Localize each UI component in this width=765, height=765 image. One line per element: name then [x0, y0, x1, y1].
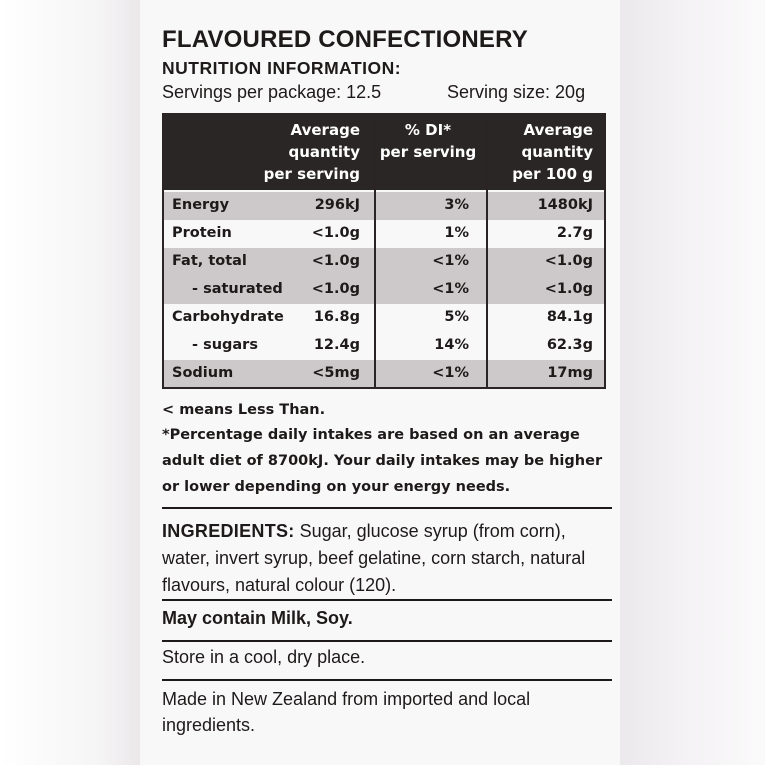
avg-per-serving: <1.0g: [311, 225, 360, 241]
allergen-statement: May contain Milk, Soy.: [162, 608, 353, 628]
storage-instructions: Store in a cool, dry place.: [162, 647, 366, 667]
column-divider: [374, 115, 376, 387]
di-per-serving: 14%: [434, 337, 469, 353]
header-avg-per-serving: Average quantity per serving: [263, 121, 360, 183]
nutrient-name: - sugars: [192, 337, 258, 353]
table-row-protein: Protein <1.0g 1% 2.7g: [164, 220, 604, 248]
avg-per-serving: 12.4g: [313, 337, 360, 353]
table-row-sodium: Sodium <5mg <1% 17mg: [164, 360, 604, 387]
table-row-fat-total: Fat, total <1.0g <1% <1.0g: [164, 248, 604, 276]
packaging-left-background: [0, 0, 140, 765]
table-row-energy: Energy 296kJ 3% 1480kJ: [164, 192, 604, 220]
di-per-serving: 1%: [444, 225, 469, 241]
less-than-note: < means Less Than.: [162, 402, 326, 418]
ingredients-text: Sugar, glucose syrup (from corn), water,…: [162, 521, 586, 595]
nutrient-name: Protein: [172, 225, 232, 241]
avg-per-serving: 296kJ: [314, 197, 360, 213]
header-avg-per-100g: Average quantity per 100 g: [512, 121, 593, 183]
header-di-per-serving: % DI* per serving: [379, 121, 477, 161]
di-per-serving: 3%: [444, 197, 469, 213]
avg-per-serving: 16.8g: [313, 309, 360, 325]
nutrient-name: - saturated: [192, 281, 283, 297]
table-header: Average quantity per serving % DI* per s…: [164, 115, 604, 190]
avg-per-serving: <1.0g: [311, 253, 360, 269]
avg-per-100g: 1480kJ: [537, 197, 593, 213]
servings-per-package: Servings per package: 12.5: [162, 82, 382, 102]
column-divider: [486, 115, 488, 387]
ingredients-section: INGREDIENTS: Sugar, glucose syrup (from …: [162, 518, 610, 599]
country-of-origin: Made in New Zealand from imported and lo…: [162, 689, 531, 735]
divider-line: [162, 679, 612, 681]
di-per-serving: <1%: [432, 281, 469, 297]
ingredients-label: INGREDIENTS:: [162, 521, 295, 541]
nutrient-name: Fat, total: [172, 253, 247, 269]
avg-per-100g: 62.3g: [546, 337, 593, 353]
di-per-serving: <1%: [432, 253, 469, 269]
di-per-serving: 5%: [444, 309, 469, 325]
serving-size: Serving size: 20g: [447, 82, 586, 102]
product-title: FLAVOURED CONFECTIONERY: [162, 26, 528, 53]
divider-line: [162, 599, 612, 601]
avg-per-serving: <5mg: [312, 365, 360, 381]
avg-per-100g: 2.7g: [556, 225, 593, 241]
table-row-carbohydrate: Carbohydrate 16.8g 5% 84.1g: [164, 304, 604, 332]
avg-per-100g: 17mg: [547, 365, 593, 381]
avg-per-100g: <1.0g: [544, 253, 593, 269]
nutrient-name: Carbohydrate: [172, 309, 284, 325]
avg-per-100g: <1.0g: [544, 281, 593, 297]
avg-per-100g: 84.1g: [546, 309, 593, 325]
divider-line: [162, 640, 612, 642]
nutrition-heading: NUTRITION INFORMATION:: [162, 58, 402, 78]
avg-per-serving: <1.0g: [311, 281, 360, 297]
divider-line: [162, 507, 612, 509]
table-row-sugars: - sugars 12.4g 14% 62.3g: [164, 332, 604, 360]
nutrient-name: Energy: [172, 197, 230, 213]
nutrition-table: Average quantity per serving % DI* per s…: [162, 113, 606, 389]
daily-intake-note: *Percentage daily intakes are based on a…: [162, 427, 603, 495]
nutrient-name: Sodium: [172, 365, 234, 381]
table-row-saturated: - saturated <1.0g <1% <1.0g: [164, 276, 604, 304]
di-per-serving: <1%: [432, 365, 469, 381]
packaging-right-background: [620, 0, 765, 765]
